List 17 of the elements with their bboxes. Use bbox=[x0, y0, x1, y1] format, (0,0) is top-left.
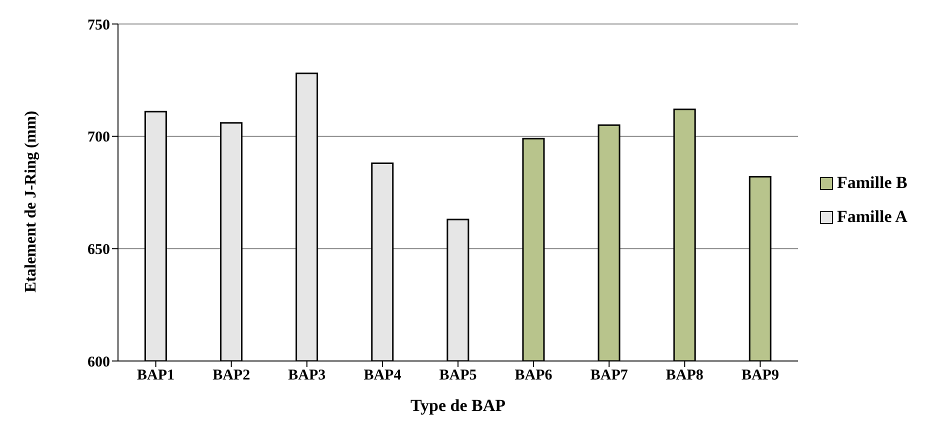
x-tick-label: BAP9 bbox=[741, 368, 779, 384]
y-tick-label: 750 bbox=[88, 17, 110, 34]
legend-label: Famille B bbox=[837, 173, 908, 193]
x-tick-label: BAP5 bbox=[439, 368, 477, 384]
y-tick-label: 700 bbox=[88, 130, 110, 146]
x-tick-label: BAP3 bbox=[288, 368, 326, 384]
x-tick-label: BAP6 bbox=[514, 368, 553, 384]
y-tick-label: 600 bbox=[88, 354, 110, 370]
x-axis-title: Type de BAP bbox=[410, 396, 506, 415]
x-tick-label: BAP8 bbox=[666, 368, 704, 384]
y-tick-label: 650 bbox=[88, 242, 110, 258]
y-axis-title: Etalement de J-Ring (mm) bbox=[22, 110, 40, 292]
x-tick-label: BAP2 bbox=[212, 368, 250, 384]
legend-label: Famille A bbox=[837, 207, 908, 227]
x-tick-label: BAP1 bbox=[137, 368, 175, 384]
x-tick-label: BAP7 bbox=[590, 368, 628, 384]
x-tick-label: BAP4 bbox=[364, 368, 402, 384]
